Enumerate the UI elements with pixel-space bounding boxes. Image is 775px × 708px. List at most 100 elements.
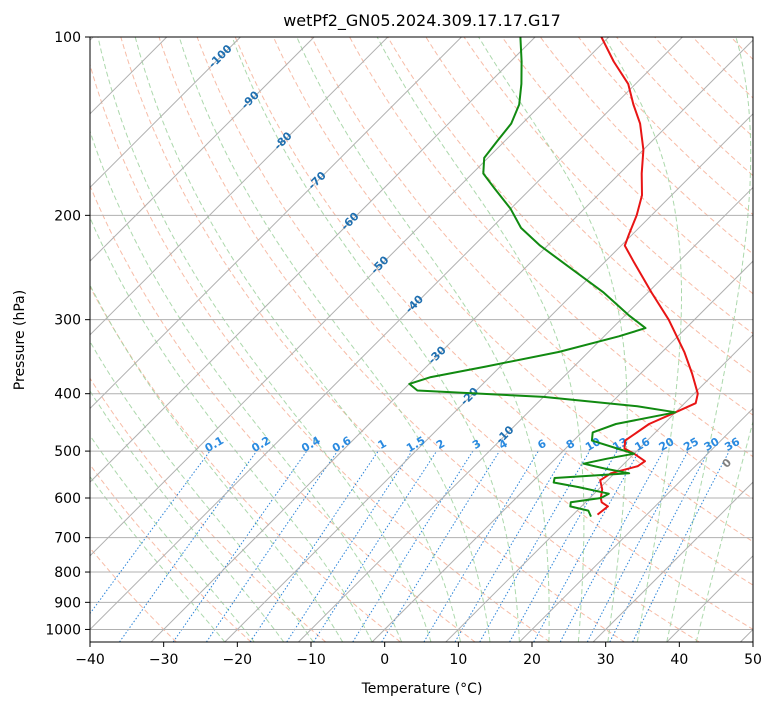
mixing-ratio-label: 2 (434, 437, 447, 452)
mixing-ratio-line (632, 450, 730, 642)
mixing-ratio-line (423, 450, 539, 642)
moist-adiabat-line (90, 434, 255, 642)
moist-adiabat-line (695, 420, 753, 642)
moist-adiabat-line (90, 390, 285, 642)
dry-adiabat-line (387, 37, 753, 416)
y-tick-label: 700 (54, 531, 81, 547)
mixing-ratio-label: 0.2 (249, 434, 272, 455)
dry-adiabat-line (578, 37, 753, 216)
moist-adiabat-line (296, 37, 550, 642)
y-tick-label: 900 (54, 595, 81, 611)
plot-area: -100-90-80-70-60-50-40-30-20-100.1 0.2 0.4… (90, 37, 775, 642)
plot-frame (89, 36, 754, 643)
moist-adiabat-line (90, 283, 344, 642)
x-tick-label: 0 (380, 652, 389, 668)
mixing-ratio-line (249, 450, 379, 642)
x-tick-label: 20 (523, 652, 541, 668)
y-tick-label: 500 (54, 444, 81, 460)
mixing-ratio-line (533, 450, 640, 642)
mixing-ratio-line (172, 450, 308, 642)
dry-adiabat-line (90, 463, 252, 642)
y-tick-label: 200 (54, 208, 81, 224)
dry-adiabat-line (120, 37, 625, 642)
isotherm-line (90, 37, 315, 262)
y-axis-title: Pressure (hPa) (12, 290, 28, 390)
dry-adiabat-line (463, 37, 753, 335)
x-tick-label: −30 (149, 652, 179, 668)
mixing-ratio-line (559, 450, 664, 642)
isotherms (90, 37, 753, 642)
y-tick-label: 600 (54, 491, 81, 507)
isotherm-line (224, 113, 753, 642)
x-axis-title: Temperature (°C) (361, 681, 483, 697)
dry-adiabat-line (234, 37, 753, 586)
dry-adiabat-line (90, 285, 401, 642)
moist-adiabat-line (97, 37, 432, 642)
x-tick-label: −20 (223, 652, 253, 668)
y-tick-label: 1000 (45, 622, 81, 638)
x-tick-label: −10 (296, 652, 326, 668)
mixing-ratio-label: 6 (535, 437, 548, 452)
dewpoint-profile-line (408, 37, 677, 518)
isotherm-line (740, 628, 753, 642)
mixing-ratio-line (454, 450, 568, 642)
mixing-ratio-label: 0.6 (330, 434, 354, 455)
y-tick-label: 100 (54, 30, 81, 46)
mixing-ratio-line (381, 450, 500, 642)
x-tick-label: 10 (449, 652, 467, 668)
mixing-ratio-label: 0.1 (203, 434, 226, 455)
x-tick-label: 30 (597, 652, 615, 668)
mixing-ratio-label: 3 (470, 437, 483, 452)
moist-adiabat-line (376, 37, 585, 642)
mixing-ratio-line (352, 450, 474, 642)
dry-adiabat-line (769, 37, 775, 642)
profile-series (408, 37, 699, 518)
y-tick-label: 400 (54, 387, 81, 403)
dry-adiabat-line (158, 37, 700, 642)
mixing-ratio-line (90, 450, 211, 615)
isotherm-line (445, 334, 753, 642)
moist-adiabats (90, 37, 753, 642)
dry-adiabat-line (90, 377, 327, 642)
y-tick-label: 800 (54, 565, 81, 581)
isotherm-line (150, 39, 753, 642)
mixing-ratio-line (609, 450, 709, 642)
dry-adiabat-line (90, 184, 476, 642)
isotherm-line (90, 37, 683, 631)
moist-adiabat-line (231, 37, 520, 642)
isotherm-line (90, 37, 610, 557)
mixing-ratio-label: 1 (376, 437, 389, 452)
dry-adiabat-line (196, 37, 753, 630)
dry-adiabat-line (654, 37, 753, 138)
mixing-ratio-line (509, 450, 618, 642)
dry-adiabat-line (272, 37, 753, 543)
mixing-ratio-label: 0.4 (299, 434, 323, 455)
mixing-ratio-line (205, 450, 338, 642)
mixing-ratio-line (286, 450, 413, 642)
mixing-ratio-label: 1.5 (404, 434, 427, 455)
x-tick-label: 50 (744, 652, 762, 668)
dry-adiabat-line (349, 37, 753, 458)
dry-adiabat-line (501, 37, 753, 295)
isotherm-line (90, 37, 462, 410)
dry-adiabat-line (425, 37, 753, 375)
dry-adiabat-line (311, 37, 753, 500)
moist-adiabat-line (178, 37, 491, 642)
moist-adiabat-line (603, 37, 682, 642)
mixing-ratio-lines (90, 450, 730, 642)
moist-adiabat-line (478, 37, 628, 642)
isotherm-line (519, 407, 753, 642)
isotherm-line (666, 555, 753, 642)
moist-adiabat-line (90, 216, 373, 642)
dry-adiabat-line (692, 37, 753, 99)
isotherm-line (592, 481, 753, 642)
isotherm-line (298, 186, 753, 642)
dry-adiabat-line (539, 37, 753, 255)
pressure-gridlines (90, 37, 753, 630)
wetbulb-label: 0 (720, 456, 735, 471)
moist-adiabat-line (666, 37, 752, 642)
y-tick-label: 300 (54, 313, 81, 329)
isotherm-line (90, 37, 241, 189)
mixing-ratio-line (586, 450, 689, 642)
